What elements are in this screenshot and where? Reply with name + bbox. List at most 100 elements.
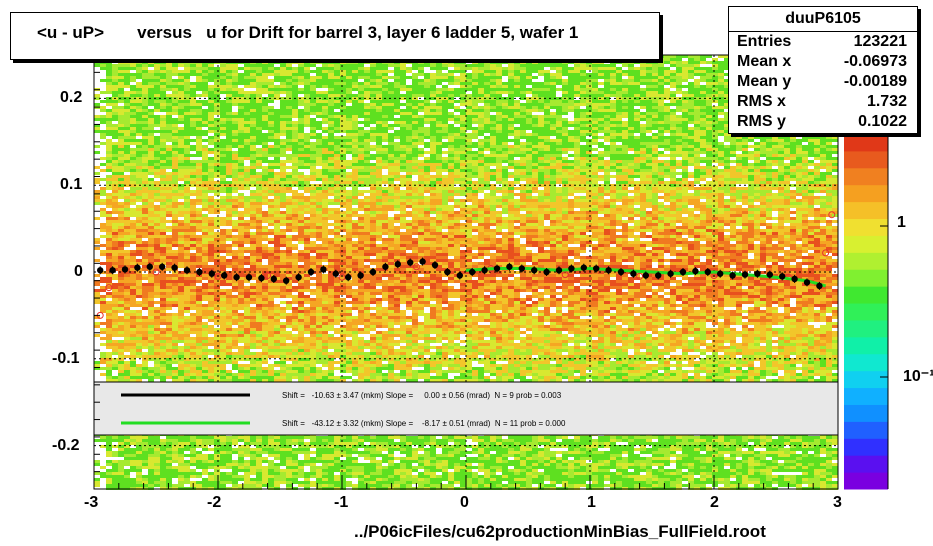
density-cell bbox=[616, 133, 622, 136]
density-cell bbox=[160, 94, 166, 97]
density-cell bbox=[496, 118, 502, 121]
density-cell bbox=[190, 154, 196, 157]
density-cell bbox=[220, 181, 226, 184]
density-cell bbox=[340, 88, 346, 91]
density-cell bbox=[736, 142, 742, 145]
density-cell bbox=[460, 127, 466, 130]
density-cell bbox=[406, 88, 412, 91]
density-cell bbox=[418, 64, 424, 67]
density-cell bbox=[502, 133, 508, 136]
density-cell bbox=[682, 133, 688, 136]
density-cell bbox=[310, 154, 316, 157]
density-cell bbox=[148, 130, 154, 133]
density-cell bbox=[244, 172, 250, 175]
density-cell bbox=[286, 115, 292, 118]
density-cell bbox=[706, 172, 712, 175]
density-cell bbox=[166, 136, 172, 139]
density-cell bbox=[562, 109, 568, 112]
density-cell bbox=[796, 175, 802, 178]
density-cell bbox=[112, 67, 118, 70]
density-cell bbox=[760, 160, 766, 163]
density-cell bbox=[598, 73, 604, 76]
density-cell bbox=[376, 121, 382, 124]
density-cell bbox=[628, 181, 634, 184]
density-cell bbox=[496, 100, 502, 103]
density-cell bbox=[700, 55, 706, 58]
density-cell bbox=[478, 139, 484, 142]
density-cell bbox=[352, 130, 358, 133]
density-cell bbox=[232, 178, 238, 181]
density-cell bbox=[142, 130, 148, 133]
density-cell bbox=[244, 97, 250, 100]
density-cell bbox=[496, 67, 502, 70]
density-cell bbox=[202, 133, 208, 136]
density-cell bbox=[124, 91, 130, 94]
density-cell bbox=[316, 94, 322, 97]
density-cell bbox=[202, 91, 208, 94]
density-cell bbox=[430, 61, 436, 64]
density-cell bbox=[358, 91, 364, 94]
density-cell bbox=[502, 151, 508, 154]
density-cell bbox=[550, 88, 556, 91]
density-cell bbox=[706, 103, 712, 106]
density-cell bbox=[484, 139, 490, 142]
density-cell bbox=[472, 127, 478, 130]
density-cell bbox=[166, 82, 172, 85]
density-cell bbox=[598, 76, 604, 79]
density-cell bbox=[340, 70, 346, 73]
density-cell bbox=[676, 142, 682, 145]
density-cell bbox=[520, 169, 526, 172]
density-cell bbox=[484, 148, 490, 151]
density-cell bbox=[508, 67, 514, 70]
density-cell bbox=[304, 121, 310, 124]
density-cell bbox=[238, 178, 244, 181]
density-cell bbox=[136, 103, 142, 106]
density-cell bbox=[250, 166, 256, 169]
density-cell bbox=[658, 70, 664, 73]
density-cell bbox=[448, 112, 454, 115]
density-cell bbox=[538, 94, 544, 97]
density-cell bbox=[256, 94, 262, 97]
density-cell bbox=[250, 112, 256, 115]
density-cell bbox=[226, 94, 232, 97]
density-cell bbox=[604, 103, 610, 106]
density-cell bbox=[430, 118, 436, 121]
density-cell bbox=[670, 124, 676, 127]
density-cell bbox=[514, 121, 520, 124]
density-cell bbox=[184, 178, 190, 181]
density-cell bbox=[658, 58, 664, 61]
density-cell bbox=[166, 70, 172, 73]
density-cell bbox=[538, 160, 544, 163]
density-cell bbox=[568, 130, 574, 133]
density-cell bbox=[742, 136, 748, 139]
density-cell bbox=[364, 91, 370, 94]
density-cell bbox=[340, 127, 346, 130]
density-cell bbox=[430, 133, 436, 136]
density-cell bbox=[412, 130, 418, 133]
density-cell bbox=[646, 142, 652, 145]
density-cell bbox=[484, 130, 490, 133]
density-cell bbox=[418, 109, 424, 112]
density-cell bbox=[826, 157, 832, 160]
density-cell bbox=[694, 58, 700, 61]
density-cell bbox=[508, 175, 514, 178]
density-cell bbox=[544, 145, 550, 148]
density-cell bbox=[796, 154, 802, 157]
density-cell bbox=[598, 163, 604, 166]
density-cell bbox=[634, 109, 640, 112]
density-cell bbox=[262, 127, 268, 130]
density-cell bbox=[352, 88, 358, 91]
density-cell bbox=[376, 127, 382, 130]
density-cell bbox=[148, 145, 154, 148]
density-cell bbox=[148, 133, 154, 136]
density-cell bbox=[496, 151, 502, 154]
density-cell bbox=[244, 121, 250, 124]
density-cell bbox=[292, 94, 298, 97]
density-cell bbox=[754, 160, 760, 163]
density-cell bbox=[274, 145, 280, 148]
density-cell bbox=[130, 61, 136, 64]
density-cell bbox=[142, 118, 148, 121]
density-cell bbox=[424, 178, 430, 181]
density-cell bbox=[640, 94, 646, 97]
density-cell bbox=[424, 151, 430, 154]
